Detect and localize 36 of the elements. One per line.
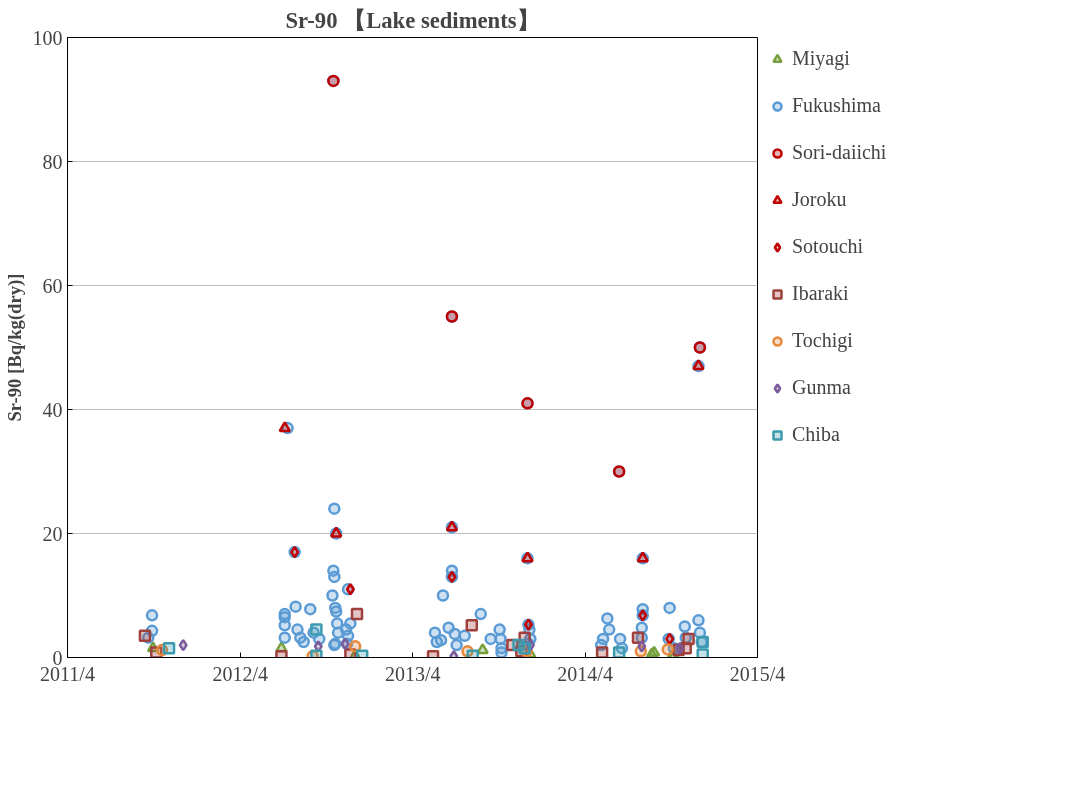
legend-label: Fukushima — [792, 94, 881, 117]
point — [348, 640, 362, 653]
legend-label: Chiba — [792, 423, 840, 446]
point — [661, 643, 675, 656]
legend-label: Joroku — [792, 188, 847, 211]
point — [178, 638, 188, 652]
x-tick-label: 2015/4 — [729, 662, 786, 685]
chart-title: Sr-90 【Lake sediments】 — [285, 7, 540, 33]
legend-label: Sori-daiichi — [792, 141, 887, 164]
point — [340, 637, 350, 651]
legend-label: Tochigi — [792, 329, 853, 352]
point — [595, 646, 609, 658]
x-tick-label: 2014/4 — [557, 662, 613, 685]
y-tick-label: 100 — [32, 26, 63, 49]
point — [696, 648, 709, 658]
point — [345, 583, 355, 596]
legend-label: Ibaraki — [792, 282, 849, 305]
y-axis-title: Sr-90 [Bq/kg(dry)] — [3, 273, 26, 422]
point — [350, 607, 364, 621]
point — [162, 641, 176, 655]
x-tick-label: 2012/4 — [212, 662, 269, 685]
y-tick-label: 80 — [42, 150, 63, 173]
x-tick-label: 2013/4 — [384, 662, 441, 685]
point — [612, 646, 626, 658]
y-tick-label: 20 — [42, 522, 63, 545]
point — [518, 641, 531, 655]
legend-label: Gunma — [792, 376, 851, 399]
point — [637, 640, 647, 653]
y-tick-label: 60 — [42, 274, 63, 297]
point — [138, 629, 152, 643]
point — [631, 631, 645, 644]
point — [465, 619, 479, 632]
legend-label: Miyagi — [792, 47, 850, 70]
point — [476, 643, 489, 655]
y-tick-label: 40 — [42, 398, 63, 421]
legend-label: Sotouchi — [792, 235, 864, 258]
